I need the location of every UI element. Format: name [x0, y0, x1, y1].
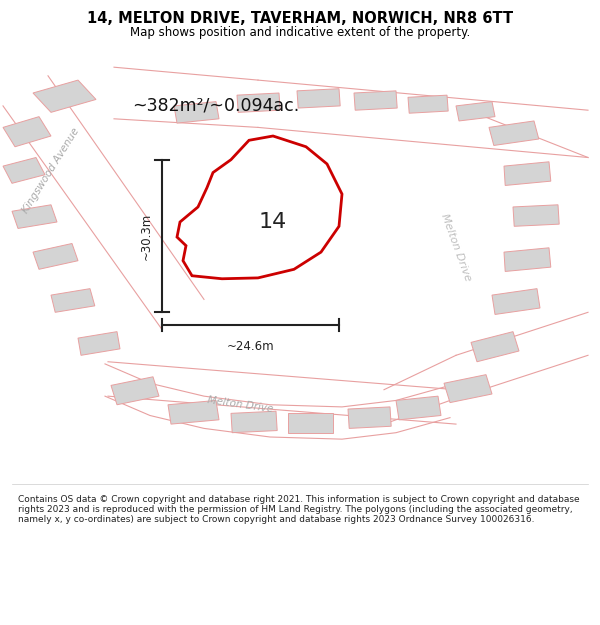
Polygon shape	[444, 374, 492, 402]
Polygon shape	[492, 289, 540, 314]
Text: Contains OS data © Crown copyright and database right 2021. This information is : Contains OS data © Crown copyright and d…	[18, 494, 580, 524]
Text: Kingswood Avenue: Kingswood Avenue	[20, 126, 82, 215]
Polygon shape	[231, 411, 277, 432]
Polygon shape	[504, 162, 551, 186]
Text: ~30.3m: ~30.3m	[140, 213, 153, 259]
Polygon shape	[168, 401, 219, 424]
Polygon shape	[288, 413, 333, 432]
Polygon shape	[408, 95, 448, 113]
Polygon shape	[33, 244, 78, 269]
Polygon shape	[12, 205, 57, 229]
Polygon shape	[78, 332, 120, 355]
Text: Map shows position and indicative extent of the property.: Map shows position and indicative extent…	[130, 26, 470, 39]
Polygon shape	[396, 396, 441, 420]
Polygon shape	[3, 117, 51, 147]
Text: ~24.6m: ~24.6m	[227, 340, 274, 353]
Polygon shape	[456, 102, 495, 121]
Polygon shape	[33, 80, 96, 112]
Text: ~382m²/~0.094ac.: ~382m²/~0.094ac.	[133, 97, 299, 115]
Polygon shape	[297, 89, 340, 108]
Polygon shape	[237, 93, 280, 112]
Polygon shape	[348, 407, 391, 428]
Polygon shape	[3, 158, 45, 183]
Text: 14, MELTON DRIVE, TAVERHAM, NORWICH, NR8 6TT: 14, MELTON DRIVE, TAVERHAM, NORWICH, NR8…	[87, 11, 513, 26]
Polygon shape	[174, 102, 219, 123]
Polygon shape	[504, 248, 551, 271]
Polygon shape	[489, 121, 539, 146]
Text: Melton Drive: Melton Drive	[206, 395, 274, 414]
Polygon shape	[111, 377, 159, 405]
Text: 14: 14	[259, 212, 287, 232]
Polygon shape	[354, 91, 397, 110]
Polygon shape	[471, 332, 519, 362]
Polygon shape	[51, 289, 95, 312]
Polygon shape	[513, 205, 559, 226]
Text: Melton Drive: Melton Drive	[439, 213, 473, 283]
Polygon shape	[177, 136, 342, 279]
